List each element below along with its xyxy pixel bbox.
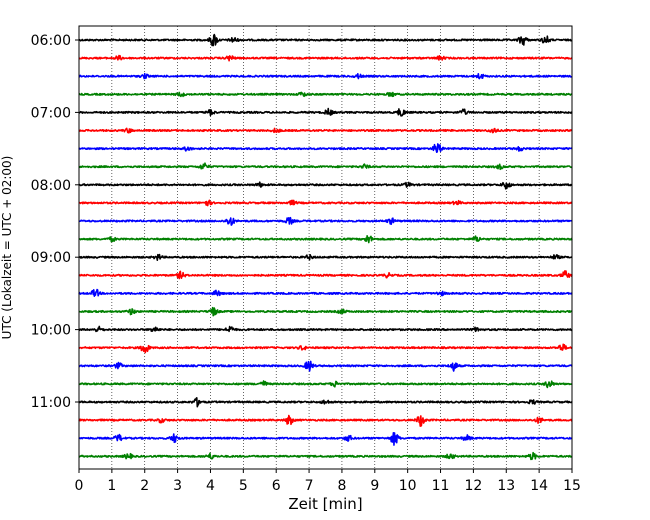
x-tick-label: 6 (272, 478, 281, 494)
seismic-trace (78, 288, 573, 298)
y-axis-ticks: 06:00 07:00 08:00 09:00 10:00 11:00 (31, 33, 79, 411)
seismic-trace (78, 127, 573, 134)
seismic-trace (78, 414, 573, 427)
seismic-trace (78, 380, 573, 389)
x-tick-label: 0 (75, 478, 84, 494)
seismic-trace (78, 72, 573, 80)
y-tick-label: 09:00 (31, 250, 71, 266)
x-tick-label: 14 (530, 478, 548, 494)
x-tick-label: 15 (563, 478, 581, 494)
seismic-trace (78, 33, 573, 47)
x-axis-label: Zeit [min] (288, 495, 362, 513)
x-tick-label: 5 (239, 478, 248, 494)
seismic-trace (78, 162, 573, 171)
seismic-trace (78, 397, 573, 408)
y-tick-label: 08:00 (31, 178, 71, 194)
seismic-trace (78, 54, 573, 62)
plot-frame (78, 25, 573, 470)
y-tick-label: 11:00 (31, 395, 71, 411)
x-tick-label: 9 (370, 478, 379, 494)
seismic-trace (78, 253, 573, 261)
x-tick-label: 7 (305, 478, 314, 494)
seismic-trace (78, 181, 573, 190)
seismic-trace (78, 431, 573, 446)
seismic-trace (78, 325, 573, 333)
seismic-trace (78, 451, 573, 461)
x-tick-label: 10 (399, 478, 417, 494)
seismic-trace (78, 270, 573, 280)
seismic-trace (78, 107, 573, 117)
seismic-trace (78, 91, 573, 98)
y-tick-label: 07:00 (31, 105, 71, 121)
y-tick-label: 06:00 (31, 33, 71, 49)
x-tick-label: 8 (337, 478, 346, 494)
y-tick-label: 10:00 (31, 323, 71, 339)
seismic-trace (78, 199, 573, 207)
x-tick-label: 1 (107, 478, 116, 494)
seismic-trace (78, 306, 573, 317)
x-tick-label: 12 (464, 478, 482, 494)
seismic-traces (78, 33, 573, 461)
x-axis-ticks: 0 1 2 3 4 5 6 7 8 9 10 11 12 13 14 15 (75, 469, 581, 494)
seismic-trace (78, 216, 573, 226)
x-tick-label: 4 (206, 478, 215, 494)
x-tick-label: 2 (140, 478, 149, 494)
x-tick-label: 3 (173, 478, 182, 494)
seismic-trace (78, 360, 573, 372)
seismic-trace (78, 343, 573, 354)
x-tick-label: 11 (432, 478, 450, 494)
grid-lines (111, 26, 540, 469)
seismic-trace (78, 234, 573, 244)
seismic-trace (78, 143, 573, 153)
y-axis-label: UTC (Lokalzeit = UTC + 02:00) (0, 156, 14, 340)
x-tick-label: 13 (497, 478, 515, 494)
